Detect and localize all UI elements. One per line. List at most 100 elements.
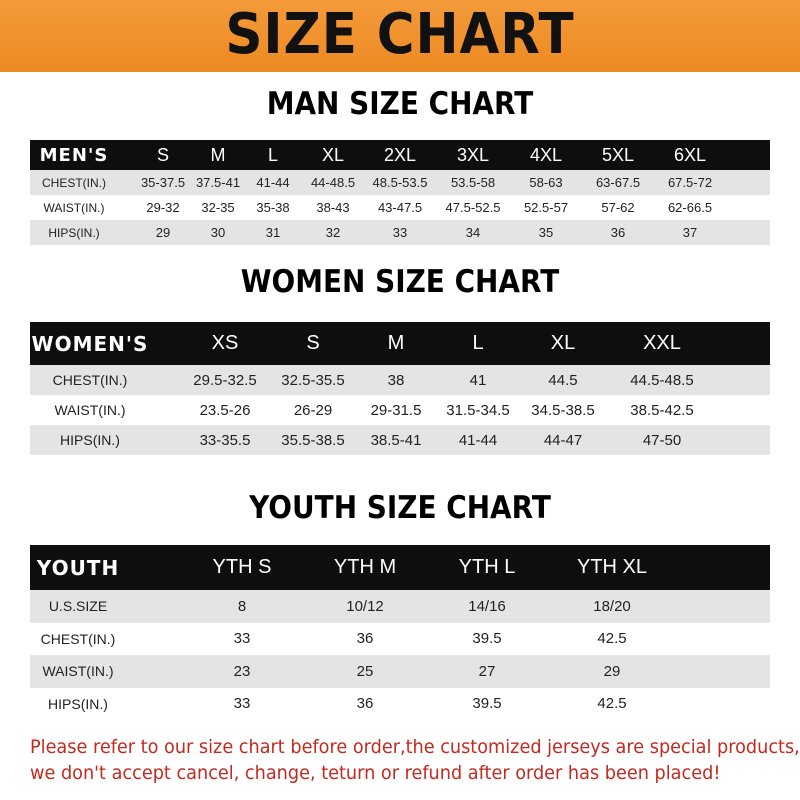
measurement-cell: 67.5-72	[667, 175, 713, 190]
measurement-cell: 25	[356, 662, 374, 680]
measurement-cell: 35	[538, 225, 554, 240]
measurement-cell: 43-47.5	[377, 200, 423, 215]
size-header-cell: 5XL	[601, 144, 635, 165]
size-header-cell: YTH XL	[576, 556, 648, 578]
measurement-cell: 33-35.5	[199, 431, 251, 449]
measurement-cell: 58-63	[529, 175, 563, 190]
measurement-cell: 36	[610, 225, 626, 240]
measurement-cell: 37	[682, 225, 698, 240]
row-label: CHEST(IN.)	[42, 175, 106, 190]
measurement-cell: 52.5-57	[523, 200, 569, 215]
order-notice: Please refer to our size chart before or…	[30, 734, 800, 786]
measurement-cell: 32	[325, 225, 341, 240]
table-row: CHEST(IN.) 35-37.5 37.5-41 41-44 44-48.5 48.5…	[30, 170, 770, 195]
size-header-cell: S	[156, 144, 170, 165]
table-title-cell: YOUTH	[36, 555, 120, 580]
measurement-cell: 23.5-26	[199, 401, 251, 419]
measurement-cell: 31.5-34.5	[446, 401, 510, 419]
measurement-cell: 36	[356, 630, 374, 648]
measurement-cell: 63-67.5	[595, 175, 641, 190]
size-header-cell: XL	[321, 144, 345, 165]
measurement-cell: 42.5	[597, 695, 627, 713]
size-header-cell: 6XL	[673, 144, 707, 165]
measurement-cell: 33	[233, 630, 251, 648]
measurement-cell: 10/12	[346, 597, 384, 615]
order-notice-line-1: Please refer to our size chart before or…	[30, 736, 800, 758]
row-label: HIPS(IN.)	[48, 695, 108, 712]
row-label: HIPS(IN.)	[60, 432, 120, 448]
row-label: WAIST(IN.)	[42, 663, 114, 680]
measurement-cell: 35.5-38.5	[281, 431, 345, 449]
measurement-cell: 47-50	[642, 431, 682, 449]
size-header-cell: XS	[211, 332, 239, 354]
row-label: WAIST(IN.)	[43, 200, 105, 215]
size-header-cell: M	[210, 144, 226, 165]
measurement-cell: 35-38	[256, 200, 290, 215]
table-row: HIPS(IN.) 33-35.5 35.5-38.5 38.5-41 41-44 44-…	[30, 425, 770, 455]
measurement-cell: 38-43	[316, 200, 350, 215]
table-row: WAIST(IN.) 23 25 27 29	[30, 655, 770, 688]
measurement-cell: 41	[469, 371, 487, 389]
measurement-cell: 36	[356, 695, 374, 713]
size-header-cell: YTH M	[333, 556, 397, 578]
measurement-cell: 29-32	[146, 200, 180, 215]
measurement-cell: 32-35	[201, 200, 235, 215]
measurement-cell: 38	[387, 371, 405, 389]
row-label: U.S.SIZE	[48, 598, 108, 615]
measurement-cell: 35-37.5	[140, 175, 186, 190]
size-header-cell: 2XL	[383, 144, 417, 165]
measurement-cell: 14/16	[468, 597, 506, 615]
measurement-cell: 29	[155, 225, 171, 240]
row-label: WAIST(IN.)	[54, 402, 126, 418]
measurement-cell: 44-47	[543, 431, 583, 449]
size-header-cell: M	[387, 332, 405, 354]
measurement-cell: 39.5	[472, 695, 502, 713]
table-header-row: YOUTH YTH S YTH M YTH L YTH XL	[30, 545, 770, 590]
row-label: CHEST(IN.)	[40, 630, 116, 647]
table-row: HIPS(IN.) 29 30 31 32 33 34 35 36 37	[30, 220, 770, 245]
measurement-cell: 26-29	[293, 401, 333, 419]
size-header-cell: XXL	[643, 332, 681, 354]
measurement-cell: 57-62	[601, 200, 635, 215]
measurement-cell: 29-31.5	[370, 401, 422, 419]
table-row: U.S.SIZE 8 10/12 14/16 18/20	[30, 590, 770, 623]
title-banner: SIZE CHART	[0, 0, 800, 72]
measurement-cell: 38.5-41	[370, 431, 422, 449]
table-row: CHEST(IN.) 29.5-32.5 32.5-35.5 38 41 44.5 44.5…	[30, 365, 770, 395]
measurement-cell: 34.5-38.5	[531, 401, 595, 419]
measurement-cell: 42.5	[597, 630, 627, 648]
measurement-cell: 62-66.5	[667, 200, 713, 215]
measurement-cell: 31	[265, 225, 281, 240]
size-header-cell: 4XL	[529, 144, 563, 165]
measurement-cell: 38.5-42.5	[630, 401, 694, 419]
table-row: HIPS(IN.) 33 36 39.5 42.5	[30, 687, 770, 720]
measurement-cell: 53.5-58	[450, 175, 496, 190]
table-header-row: MEN'S S M L XL 2XL 3XL 4XL 5XL 6XL	[30, 140, 770, 170]
measurement-cell: 29	[603, 662, 621, 680]
table-title-cell: MEN'S	[39, 144, 109, 166]
measurement-cell: 32.5-35.5	[281, 371, 345, 389]
measurement-cell: 44.5	[548, 371, 578, 389]
table-header-row: WOMEN'S XS S M L XL XXL	[30, 322, 770, 365]
measurement-cell: 41-44	[256, 175, 290, 190]
table-title-cell: WOMEN'S	[31, 331, 149, 356]
measurement-cell: 23	[233, 662, 251, 680]
measurement-cell: 33	[233, 695, 251, 713]
measurement-cell: 44.5-48.5	[630, 371, 694, 389]
measurement-cell: 41-44	[458, 431, 498, 449]
measurement-cell: 48.5-53.5	[372, 175, 428, 190]
measurement-cell: 30	[210, 225, 226, 240]
men-section-title: MAN SIZE CHART	[266, 86, 534, 122]
size-header-cell: YTH S	[212, 556, 272, 578]
size-header-cell: YTH L	[458, 556, 516, 578]
measurement-cell: 34	[465, 225, 481, 240]
size-header-cell: 3XL	[456, 144, 490, 165]
measurement-cell: 37.5-41	[195, 175, 241, 190]
order-notice-line-2: we don't accept cancel, change, teturn o…	[30, 762, 721, 784]
table-row: WAIST(IN.) 29-32 32-35 35-38 38-43 43-47.5 47.…	[30, 195, 770, 220]
row-label: CHEST(IN.)	[52, 372, 128, 388]
measurement-cell: 27	[478, 662, 496, 680]
measurement-cell: 33	[392, 225, 408, 240]
measurement-cell: 47.5-52.5	[445, 200, 501, 215]
size-header-cell: L	[472, 332, 484, 354]
